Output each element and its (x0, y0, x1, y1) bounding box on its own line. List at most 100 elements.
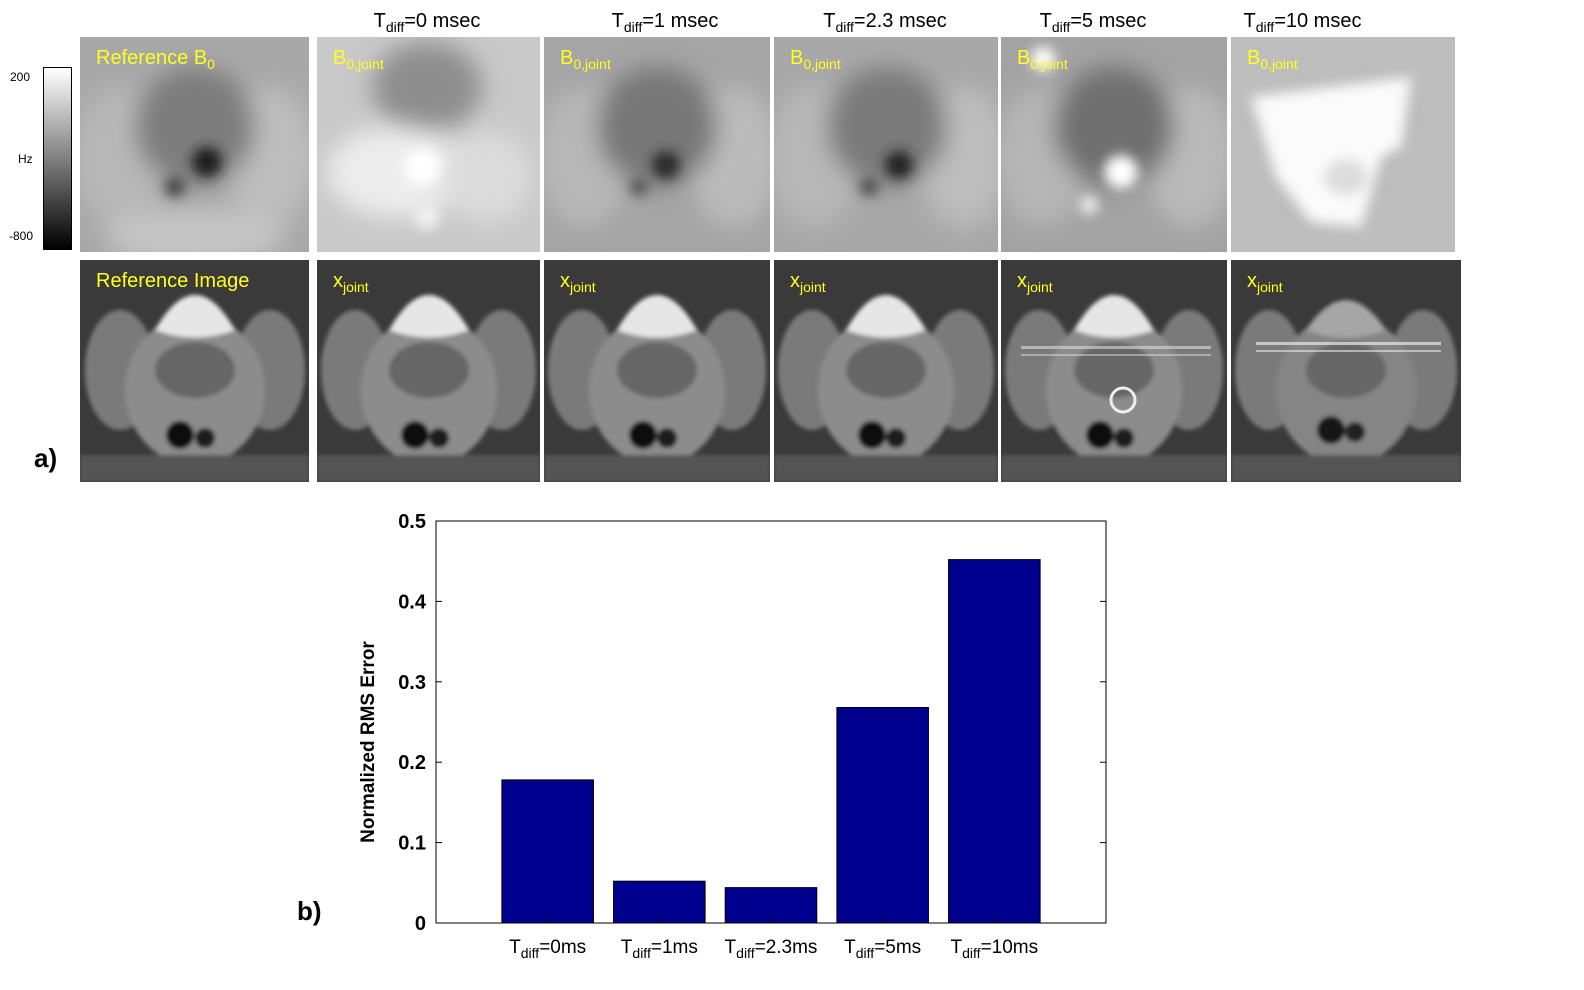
colorbar-max-label: 200 (10, 70, 31, 84)
anatomy-image (1001, 260, 1227, 482)
colorbar-unit-label: Hz (18, 152, 33, 166)
x-tick-label: Tdiff=2.3ms (725, 937, 818, 961)
column-title-text: T (373, 10, 386, 32)
row2-label: xjoint (1017, 270, 1053, 295)
image-0ms: xjoint (317, 260, 540, 482)
label-sub: joint (343, 279, 369, 295)
column-title-sub: diff (1255, 19, 1275, 35)
column-title-5ms: Tdiff=5 msec (1018, 10, 1168, 35)
colorbar-min-label: -800 (9, 229, 34, 243)
column-title-text: T (1243, 10, 1256, 32)
y-tick-label: 0.5 (398, 511, 426, 533)
label-text: x (790, 270, 800, 292)
row2-label: xjoint (790, 270, 826, 295)
b0-map-image (774, 37, 998, 252)
image-5ms: xjoint (1001, 260, 1227, 482)
label-sub: 0,joint (346, 56, 384, 72)
column-title-rest: =10 msec (1274, 10, 1362, 32)
image-reference: Reference Image (80, 260, 309, 482)
bar (836, 707, 929, 924)
image-1ms: xjoint (544, 260, 770, 482)
label-text: B (560, 47, 574, 69)
y-axis-label: Normalized RMS Error (358, 641, 379, 843)
image-10ms: xjoint (1231, 260, 1461, 482)
x-tick-label: Tdiff=0ms (509, 937, 586, 961)
label-sub: 0,joint (1030, 56, 1068, 72)
bar (501, 779, 594, 924)
column-title-rest: =0 msec (404, 10, 481, 32)
label-sub: joint (570, 279, 596, 295)
label-text: Reference Image (96, 270, 250, 292)
b0-map-2-3ms: B0,joint (774, 37, 998, 252)
column-title-text: T (611, 10, 624, 32)
y-tick-label: 0.1 (398, 833, 426, 855)
x-tick-label: Tdiff=1ms (621, 937, 698, 961)
b0-map-image (544, 37, 770, 252)
b0-map-0ms: B0,joint (317, 37, 540, 252)
label-text: x (333, 270, 343, 292)
b0-map-image (1001, 37, 1227, 252)
anatomy-image (1231, 260, 1461, 482)
column-title-rest: =2.3 msec (853, 10, 947, 32)
label-sub: 0 (207, 56, 215, 72)
row1-label: Reference B0 (96, 47, 215, 72)
b0-map-reference: Reference B0 (80, 37, 309, 252)
anatomy-image (774, 260, 998, 482)
b0-map-1ms: B0,joint (544, 37, 770, 252)
label-text: x (1017, 270, 1027, 292)
column-title-rest: =5 msec (1070, 10, 1147, 32)
b0-map-10ms: B0,joint (1231, 37, 1455, 252)
row2-label: Reference Image (96, 270, 249, 295)
label-sub: 0,joint (573, 56, 611, 72)
row2-label: xjoint (333, 270, 369, 295)
image-2-3ms: xjoint (774, 260, 998, 482)
anatomy-image (544, 260, 770, 482)
column-title-10ms: Tdiff=10 msec (1225, 10, 1380, 35)
bar (948, 559, 1041, 924)
row1-label: B0,joint (333, 47, 384, 72)
column-title-1ms: Tdiff=1 msec (590, 10, 740, 35)
column-title-text: T (823, 10, 836, 32)
row1-label: B0,joint (790, 47, 841, 72)
row2-label: xjoint (1247, 270, 1283, 295)
row2-label: xjoint (560, 270, 596, 295)
colorbar (43, 67, 72, 250)
y-tick-label: 0.4 (398, 591, 427, 613)
label-text: B (1247, 47, 1261, 69)
rms-error-bar-chart: 0 0.1 0.2 0.3 0.4 0.5 Tdiff=0ms Tdiff=1ms Tdiff=… (358, 511, 1107, 961)
b0-map-image (317, 37, 540, 252)
column-title-2-3ms: Tdiff=2.3 msec (805, 10, 965, 35)
bar (613, 880, 706, 924)
label-text: x (560, 270, 570, 292)
column-title-sub: diff (1051, 19, 1071, 35)
label-sub: joint (1027, 279, 1053, 295)
panel-b-label: b) (297, 896, 322, 926)
label-sub: joint (1257, 279, 1283, 295)
label-sub: 0,joint (803, 56, 841, 72)
label-text: Reference B (96, 47, 208, 69)
label-text: B (1017, 47, 1031, 69)
b0-map-image (1231, 37, 1455, 252)
column-title-text: T (1039, 10, 1052, 32)
column-title-sub: diff (385, 19, 405, 35)
y-tick-label: 0.2 (398, 752, 426, 774)
anatomy-image (80, 260, 309, 482)
b0-map-image (80, 37, 309, 252)
b0-map-5ms: B0,joint (1001, 37, 1227, 252)
x-tick-label: Tdiff=5ms (844, 937, 921, 961)
row1-label: B0,joint (1017, 47, 1068, 72)
row1-label: B0,joint (560, 47, 611, 72)
column-title-sub: diff (835, 19, 854, 35)
label-text: B (333, 47, 347, 69)
anatomy-image (317, 260, 540, 482)
column-title-sub: diff (623, 19, 643, 35)
panel-a-label: a) (34, 443, 58, 473)
label-sub: joint (800, 279, 826, 295)
column-title-rest: =1 msec (642, 10, 719, 32)
row1-label: B0,joint (1247, 47, 1298, 72)
label-sub: 0,joint (1260, 56, 1298, 72)
y-tick-label: 0 (415, 913, 426, 935)
label-text: x (1247, 270, 1257, 292)
column-title-0ms: Tdiff=0 msec (352, 10, 502, 35)
x-tick-label: Tdiff=10ms (951, 937, 1039, 961)
